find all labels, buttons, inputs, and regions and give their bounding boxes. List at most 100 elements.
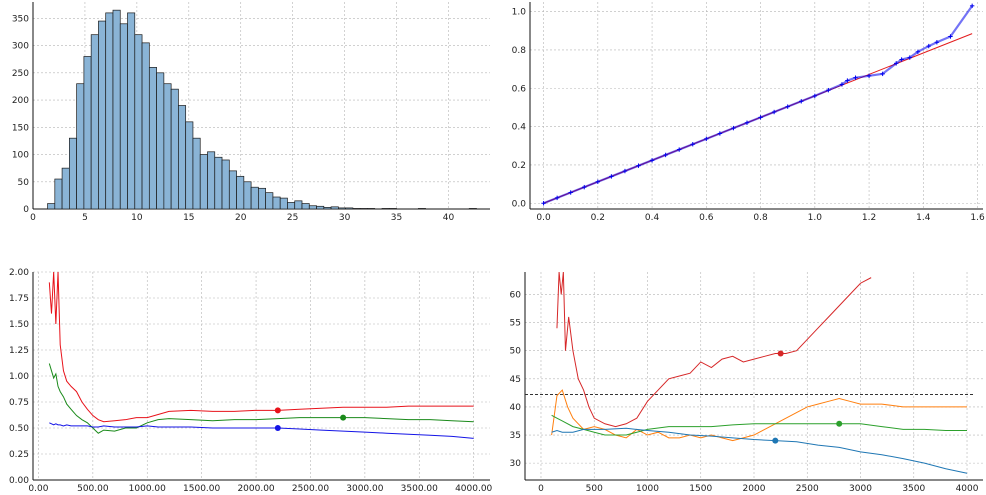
x-tick-label: 4000 [956,484,979,494]
histogram-bar [388,208,397,210]
histogram-bar [243,181,252,210]
x-tick-label: 0.2 [591,213,605,223]
x-tick-label: 15 [183,213,194,223]
y-tick-label: 50 [18,178,30,188]
x-tick-label: 2000 [743,484,766,494]
histogram-bar [316,205,325,210]
y-tick-label: 0 [23,205,29,215]
histogram-bar [301,203,310,210]
x-tick-label: 1500 [689,484,712,494]
histogram-bar [345,207,354,210]
histogram-bar [359,208,368,210]
y-tick-label: 1.0 [512,8,527,18]
x-tick-label: 20 [235,213,247,223]
series-line-3 [551,427,968,474]
histogram-bar [119,23,128,210]
histogram-bar [221,159,230,210]
y-tick-label: 0.25 [9,450,29,460]
histogram-bar [61,167,70,210]
series-marker [274,425,281,431]
x-tick-label: 0.0 [536,213,551,223]
histogram-bar [69,137,77,210]
x-tick-label: 3500 [902,484,925,494]
x-tick-label: 0.8 [753,213,768,223]
histogram-bar [272,196,281,210]
y-tick-label: 0.0 [512,199,527,209]
y-tick-label: 35 [510,431,521,441]
histogram-bar [141,42,150,210]
histogram-bar [381,208,390,210]
series-marker [274,407,281,414]
y-tick-label: 45 [510,375,521,385]
convergence-plot-left: 0.00 0.25 0.50 0.75 1.00 1.25 1.50 1.75 2.00 0.00… [9,268,493,494]
series-marker [777,350,784,357]
y-tick-label: 30 [510,459,522,469]
y-tick-label: 60 [510,290,522,300]
histogram-bar [207,151,216,210]
x-tick-label: 30 [339,213,351,223]
histogram-bar [192,137,201,210]
histogram-bar [112,9,121,210]
histogram-bar [228,170,237,210]
y-tick-label: 50 [510,347,522,357]
y-tick-label: 100 [12,151,29,161]
x-tick-label: 3000.00 [346,484,383,494]
histogram-bar [76,83,85,210]
x-tick-label: 2500.00 [292,484,329,494]
y-tick-label: 200 [12,96,29,106]
x-tick-label: 25 [287,213,298,223]
series-marker [772,437,779,444]
histogram-bar [199,154,208,210]
histogram-bar [308,205,317,210]
series-line-0 [556,272,872,428]
y-tick-label: 0.6 [512,84,527,94]
x-tick-label: 0 [538,484,544,494]
x-tick-label: 2500 [796,484,819,494]
histogram-bar [214,156,223,210]
y-tick-label: 0.2 [512,161,526,171]
histogram-bar [330,206,339,210]
y-tick-label: 350 [12,14,29,24]
x-tick-label: 0.6 [699,213,714,223]
histogram-bar [47,203,56,210]
histogram-bar [178,105,187,210]
histogram-bar [163,83,172,210]
y-tick-label: 40 [510,403,522,413]
histogram-panel: 0 50 100 150 200 250 300 350 0 5 10 15 20 25 30 35 40 [12,2,490,223]
x-tick-label: 1.4 [916,213,931,223]
x-tick-label: 40 [443,213,455,223]
x-tick-label: 2000.00 [237,484,274,494]
histogram-bar [134,34,143,210]
x-tick-label: 500.00 [77,484,109,494]
x-tick-label: 4000.00 [455,484,492,494]
histogram-bar [90,34,99,210]
x-tick-label: 0.00 [28,484,48,494]
y-tick-label: 300 [12,42,29,52]
histogram-bar [156,72,165,210]
x-tick-label: 1.6 [970,213,985,223]
y-tick-label: 250 [12,69,29,79]
histogram-bar [148,67,157,210]
histogram-bar [294,200,303,210]
histogram-bar [417,208,426,210]
x-tick-label: 3000 [849,484,872,494]
y-tick-label: 55 [510,319,521,329]
x-tick-label: 0 [30,213,36,223]
histogram-bar [258,187,267,210]
x-tick-label: 0.4 [645,213,660,223]
series-line-1 [48,363,474,434]
x-tick-label: 1500.00 [183,484,220,494]
histogram-bar [54,178,63,210]
x-tick-label: 3500.00 [401,484,438,494]
histogram-bar [83,56,92,210]
x-tick-label: 10 [131,213,143,223]
y-tick-label: 0.50 [9,424,29,434]
histogram-bar [338,207,346,210]
histogram-bar [468,208,477,210]
x-tick-label: 1000.00 [129,484,166,494]
histogram-bar [352,208,361,210]
y-tick-label: 1.50 [9,320,29,330]
series-marker [340,414,347,421]
x-tick-label: 1.2 [862,213,876,223]
